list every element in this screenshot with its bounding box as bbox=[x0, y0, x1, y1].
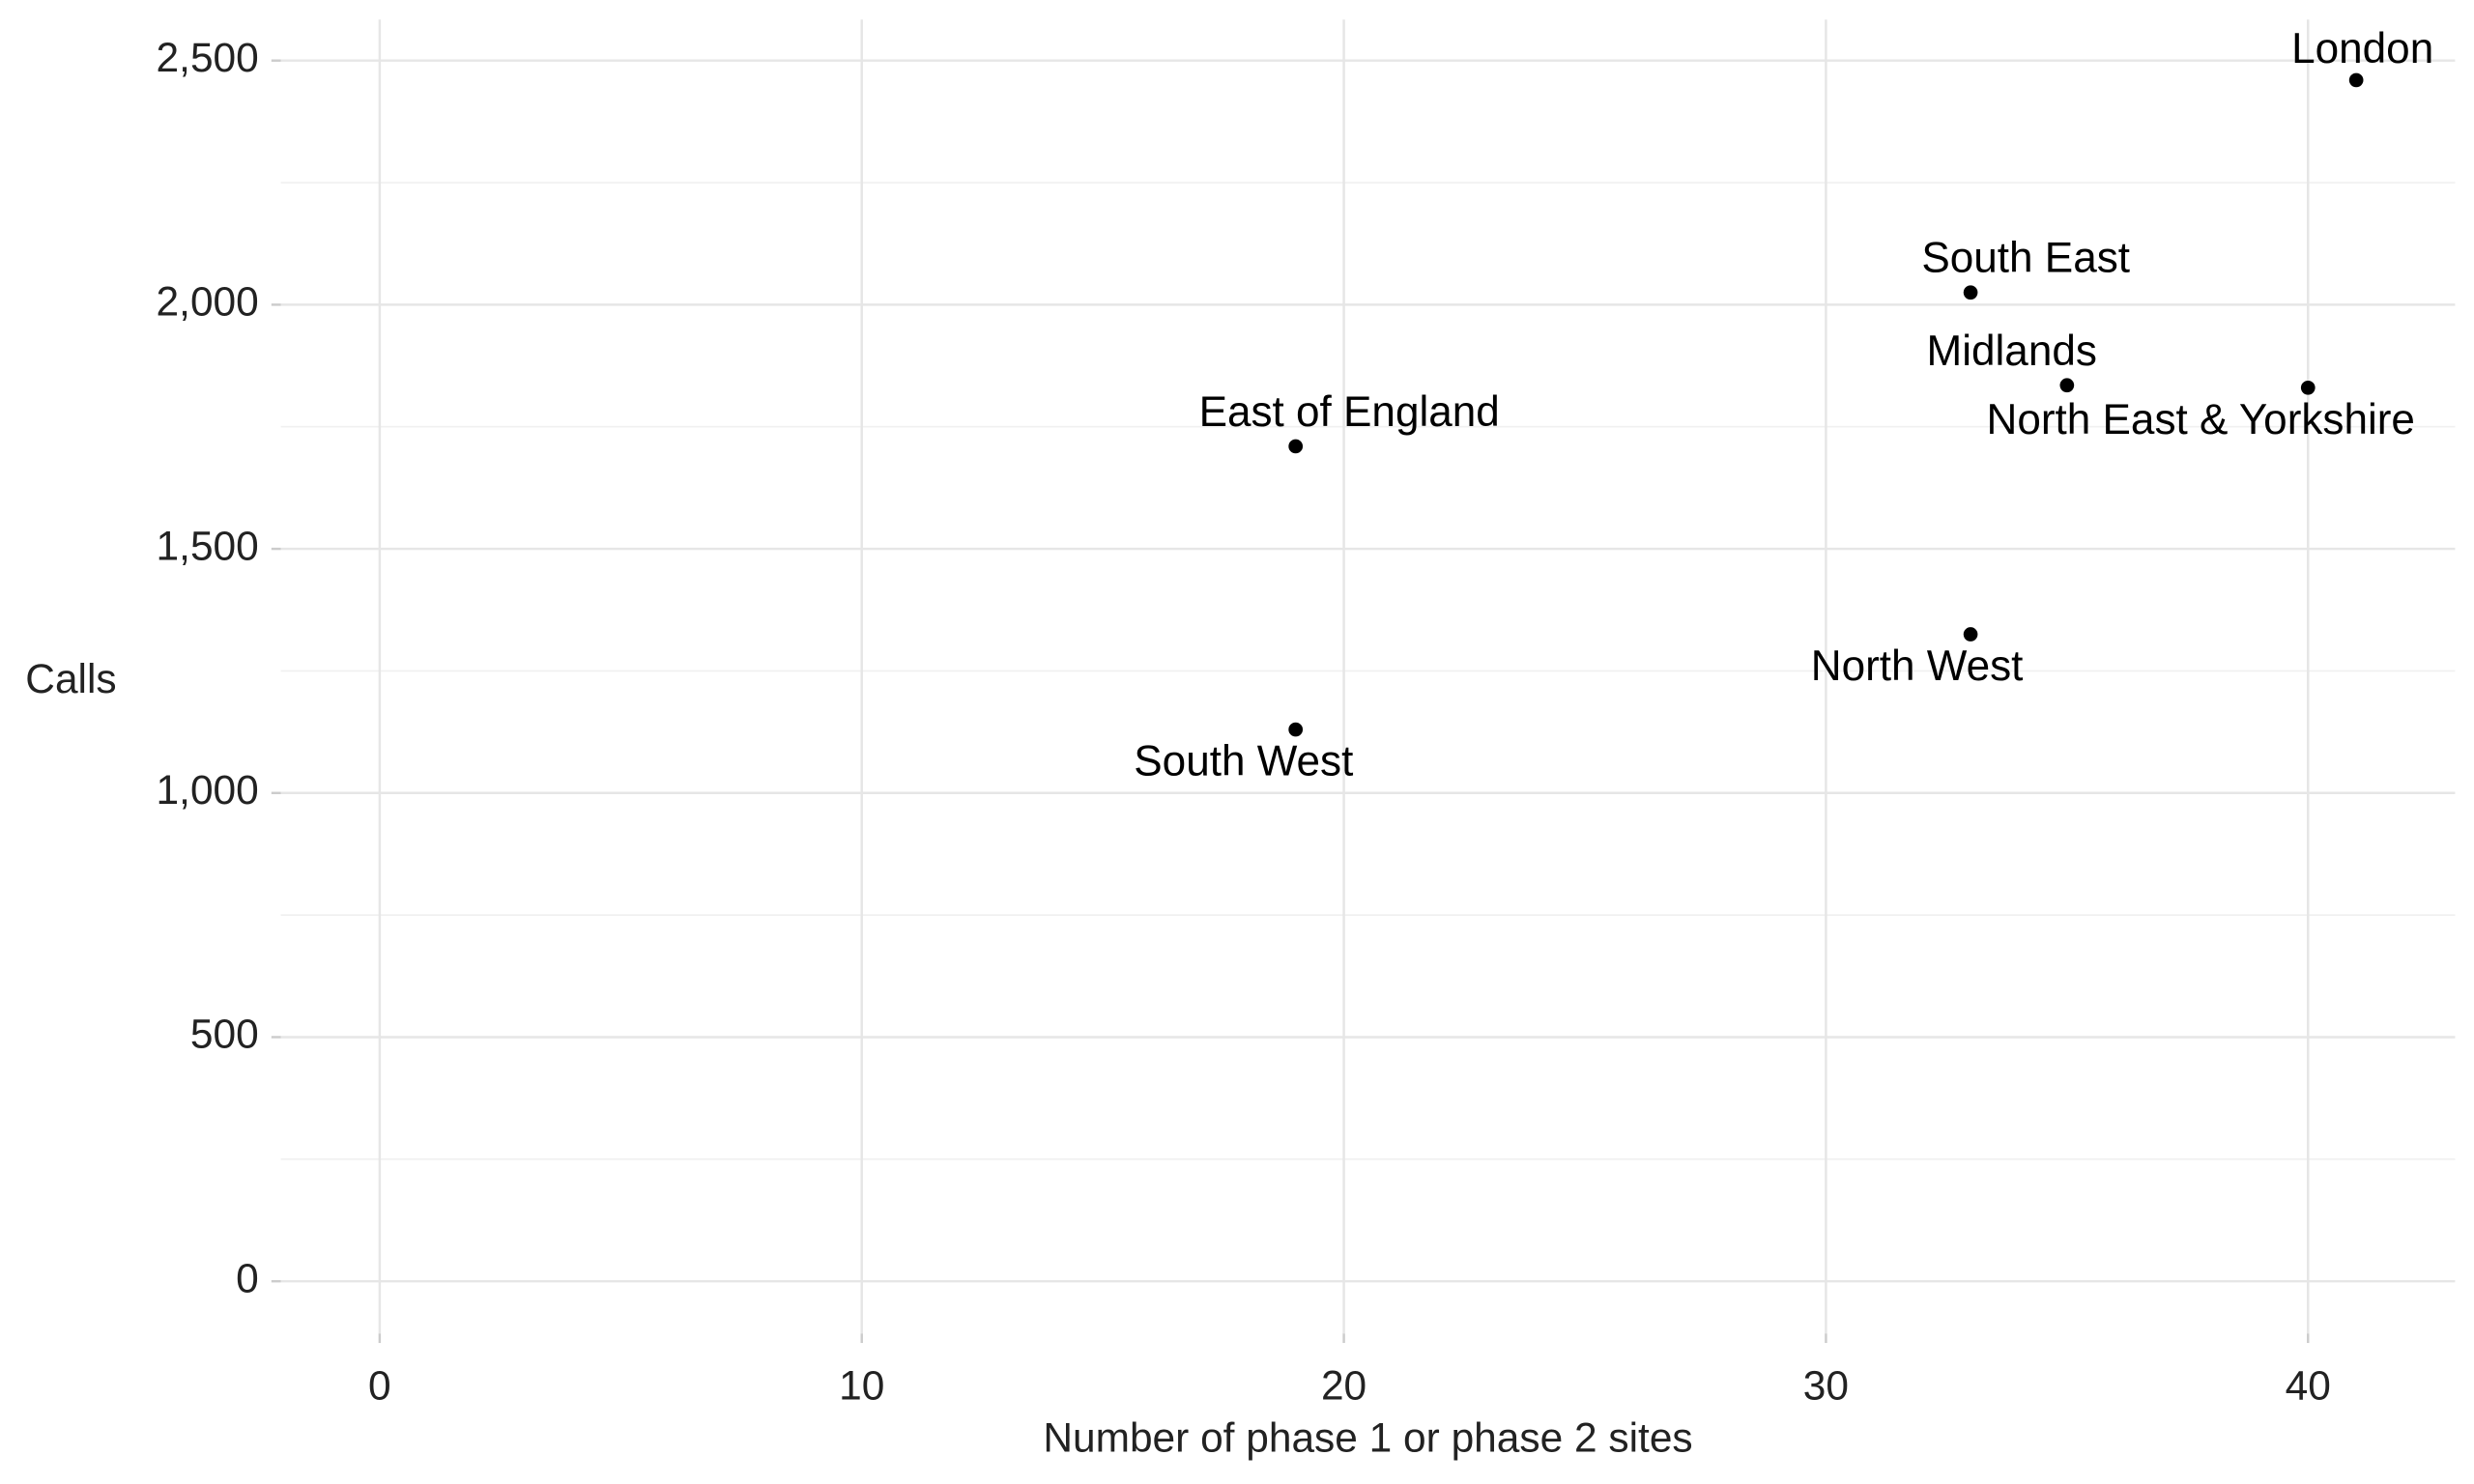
y-tick-label: 500 bbox=[190, 1012, 259, 1057]
y-axis-title: Calls bbox=[25, 656, 116, 701]
point-label: Midlands bbox=[1926, 328, 2096, 375]
point-label: North East & Yorkshire bbox=[1987, 396, 2415, 443]
point-label: East of England bbox=[1199, 388, 1500, 436]
x-tick-label: 30 bbox=[1803, 1363, 1849, 1409]
point bbox=[1963, 285, 1978, 300]
point bbox=[2059, 378, 2075, 393]
point-label: London bbox=[2291, 25, 2433, 72]
y-tick-label: 2,500 bbox=[157, 35, 259, 80]
y-tick-label: 0 bbox=[236, 1255, 259, 1300]
point-label: North West bbox=[1811, 642, 2024, 690]
point bbox=[2348, 72, 2364, 88]
y-tick-label: 1,000 bbox=[157, 767, 259, 813]
y-tick-label: 1,500 bbox=[157, 523, 259, 568]
point bbox=[2300, 380, 2316, 395]
point bbox=[1963, 627, 1978, 642]
x-tick-label: 40 bbox=[2286, 1363, 2331, 1409]
x-tick-label: 0 bbox=[368, 1363, 391, 1409]
x-axis-title: Number of phase 1 or phase 2 sites bbox=[1043, 1414, 1692, 1460]
point-label: South West bbox=[1134, 738, 1353, 785]
point bbox=[1288, 722, 1304, 737]
point bbox=[1288, 439, 1304, 454]
x-tick-label: 10 bbox=[839, 1363, 884, 1409]
point-label: South East bbox=[1921, 235, 2130, 282]
x-tick-label: 20 bbox=[1321, 1363, 1366, 1409]
y-tick-label: 2,000 bbox=[157, 279, 259, 325]
